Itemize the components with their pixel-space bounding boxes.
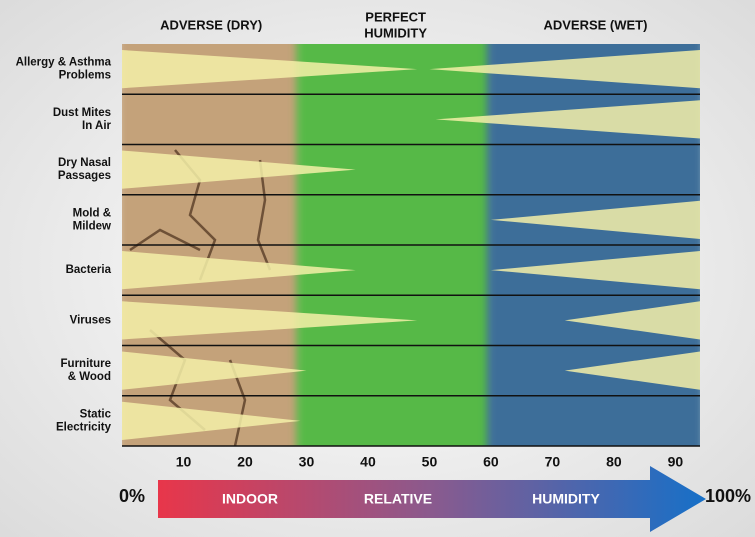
row-label: Static [80,408,112,420]
x-tick-label: 20 [237,454,253,470]
row-label: Allergy & Asthma [16,57,112,69]
row-label: & Wood [68,371,111,383]
zone-label: ADVERSE (DRY) [160,17,262,32]
x-tick-label: 40 [360,454,376,470]
row-label: In Air [82,120,111,132]
axis-word: INDOOR [222,491,278,507]
row-label: Furniture [61,358,111,370]
chart: Allergy & AsthmaProblems Dust MitesIn Air… [0,0,755,537]
x-tick-label: 30 [299,454,315,470]
axis-word: RELATIVE [364,491,432,507]
x-tick-label: 60 [483,454,499,470]
axis-end: 100% [705,486,751,506]
axis-word: HUMIDITY [532,491,600,507]
row-label: Dust Mites [53,107,111,119]
row-label: Electricity [56,421,112,433]
zone-label: HUMIDITY [364,25,427,40]
zone-label: ADVERSE (WET) [543,17,647,32]
page: Allergy & AsthmaProblems Dust MitesIn Air… [0,0,755,537]
row-label: Problems [59,70,111,82]
row-label: Mold & [73,207,111,219]
row-label: Passages [58,170,111,182]
x-tick-label: 10 [176,454,192,470]
zone-label: PERFECT [365,9,426,24]
axis-start: 0% [119,486,145,506]
x-tick-label: 50 [422,454,438,470]
row-label: Mildew [73,220,111,232]
row-label: Viruses [70,314,111,326]
row-label: Bacteria [66,264,112,276]
x-tick-label: 80 [606,454,622,470]
x-tick-label: 70 [545,454,561,470]
x-tick-label: 90 [668,454,684,470]
row-label: Dry Nasal [58,157,111,169]
